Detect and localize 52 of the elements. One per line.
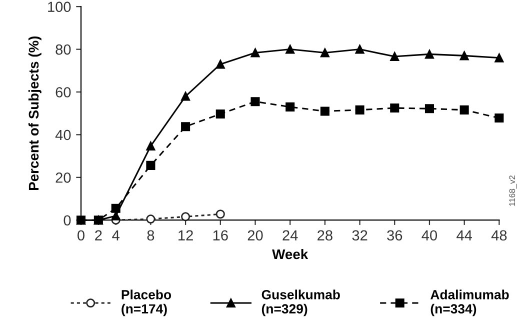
point bbox=[250, 97, 260, 106]
legend-label: Adalimumab (n=334) bbox=[430, 290, 509, 316]
point bbox=[181, 122, 190, 132]
x-tick-label: 20 bbox=[248, 230, 263, 241]
point bbox=[146, 141, 156, 151]
point bbox=[320, 48, 330, 58]
point bbox=[320, 106, 330, 116]
point bbox=[181, 92, 190, 101]
x-axis-title: Week bbox=[272, 248, 308, 260]
point bbox=[424, 104, 434, 114]
x-tick-label: 16 bbox=[213, 230, 228, 241]
point bbox=[286, 44, 295, 54]
point bbox=[424, 50, 434, 59]
x-tick-label: 4 bbox=[112, 230, 120, 240]
y-axis-title: Percent of Subjects (%) bbox=[28, 36, 42, 190]
point bbox=[390, 52, 400, 62]
point bbox=[216, 210, 225, 219]
y-tick-label: 100 bbox=[48, 2, 71, 12]
x-tick-label: 28 bbox=[318, 230, 332, 241]
point bbox=[390, 103, 400, 113]
point bbox=[355, 105, 364, 114]
point bbox=[111, 204, 120, 213]
point bbox=[460, 51, 469, 60]
point bbox=[494, 53, 504, 62]
point bbox=[146, 160, 156, 170]
x-tick-label: 8 bbox=[147, 230, 154, 241]
point bbox=[146, 214, 156, 224]
y-tick-label: 60 bbox=[56, 87, 71, 98]
point bbox=[286, 102, 295, 112]
legend-label: Placebo (n=174) bbox=[122, 290, 172, 316]
x-tick-label: 2 bbox=[95, 230, 102, 240]
x-tick-label: 0 bbox=[78, 230, 84, 241]
point bbox=[250, 48, 260, 58]
x-tick-label: 44 bbox=[456, 230, 472, 240]
legend-label: Guselkumab (n=329) bbox=[262, 290, 340, 316]
x-tick-label: 12 bbox=[178, 230, 193, 240]
y-tick-label: 80 bbox=[56, 44, 71, 55]
text: 1168_v2 bbox=[509, 176, 517, 206]
point bbox=[355, 44, 364, 54]
y-tick-label: 40 bbox=[55, 130, 71, 140]
x-tick-label: 40 bbox=[422, 230, 438, 241]
point bbox=[216, 109, 225, 118]
point bbox=[494, 114, 504, 123]
y-tick-label: 20 bbox=[56, 172, 71, 183]
x-tick-label: 32 bbox=[352, 230, 368, 241]
point bbox=[216, 60, 225, 69]
point bbox=[181, 212, 190, 222]
x-tick-label: 48 bbox=[491, 230, 507, 241]
point bbox=[460, 105, 469, 114]
x-tick-label: 36 bbox=[387, 230, 402, 241]
x-tick-label: 24 bbox=[282, 230, 298, 240]
y-tick-label: 0 bbox=[64, 215, 71, 226]
